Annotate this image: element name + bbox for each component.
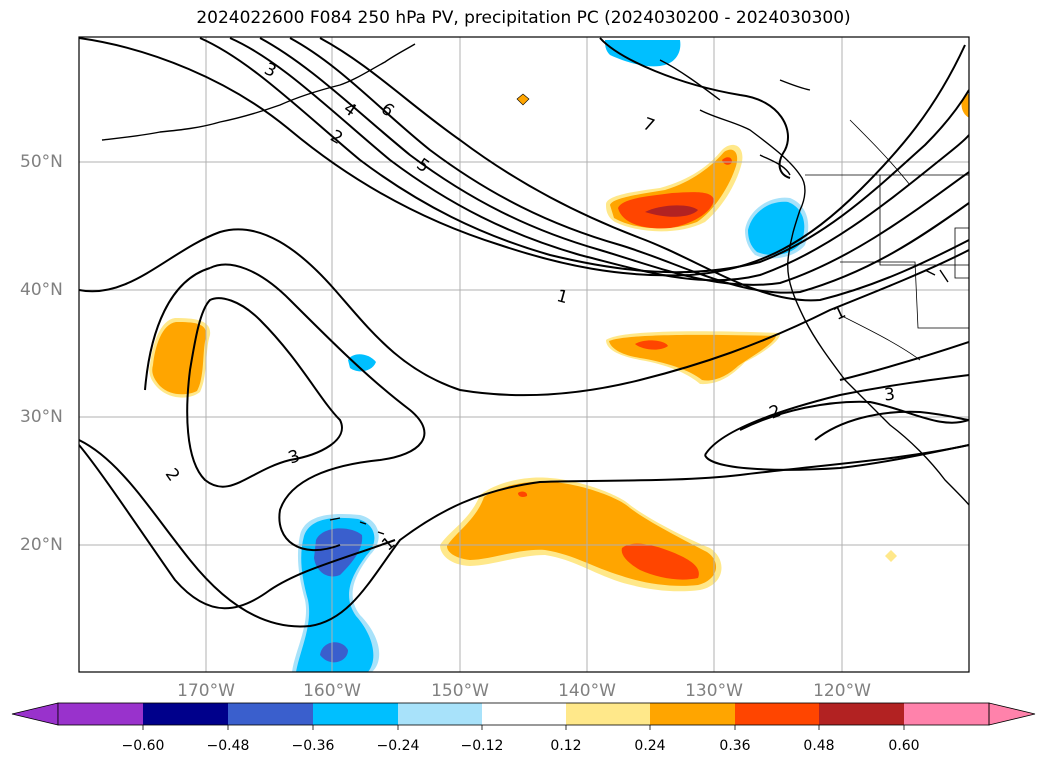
lon-label: 150°W: [431, 681, 489, 701]
map-frame: [78, 36, 970, 673]
colorbar-extend-high: [988, 702, 1036, 726]
contour-label: 3: [261, 59, 279, 82]
lat-label: 30°N: [20, 407, 63, 427]
lon-label: 160°W: [303, 681, 361, 701]
map-title: 2024022600 F084 250 hPa PV, precipitatio…: [196, 8, 851, 28]
precip-negative-areas: [292, 40, 809, 672]
pv-contours: [79, 37, 969, 628]
lat-label: 50°N: [20, 152, 63, 172]
colorbar: [11, 702, 1036, 730]
colorbar-tick-label: −0.60: [121, 738, 165, 754]
coastlines: [101, 43, 969, 535]
colorbar-tick-label: −0.48: [206, 738, 250, 754]
colorbar-tick-label: 0.36: [719, 738, 751, 754]
precip-positive-areas: [149, 93, 969, 592]
colorbar-tick-label: 0.12: [550, 738, 582, 754]
contour-label: 2: [161, 465, 184, 485]
colorbar-tick-label: −0.36: [291, 738, 335, 754]
colorbar-tick-label: 0.24: [634, 738, 666, 754]
contour-label: 3: [883, 385, 896, 406]
lat-label: 40°N: [20, 280, 63, 300]
contour-label: 6: [377, 99, 398, 121]
contour-label: 1: [554, 286, 570, 308]
colorbar-tick-label: −0.12: [460, 738, 504, 754]
lat-label: 20°N: [20, 535, 63, 555]
colorbar-extend-low: [11, 702, 59, 726]
lon-label: 130°W: [685, 681, 743, 701]
lon-label: 140°W: [558, 681, 616, 701]
colorbar-tick-label: 0.48: [803, 738, 835, 754]
contour-label: 7: [640, 114, 657, 136]
contour-label: 1: [831, 302, 849, 325]
contour-label: 5: [413, 155, 433, 178]
lon-label: 120°W: [813, 681, 871, 701]
colorbar-tick-label: −0.24: [376, 738, 420, 754]
colorbar-tick-label: 0.60: [888, 738, 920, 754]
graticule: [79, 37, 969, 672]
political-borders: [805, 119, 969, 361]
lon-label: 170°W: [177, 681, 235, 701]
